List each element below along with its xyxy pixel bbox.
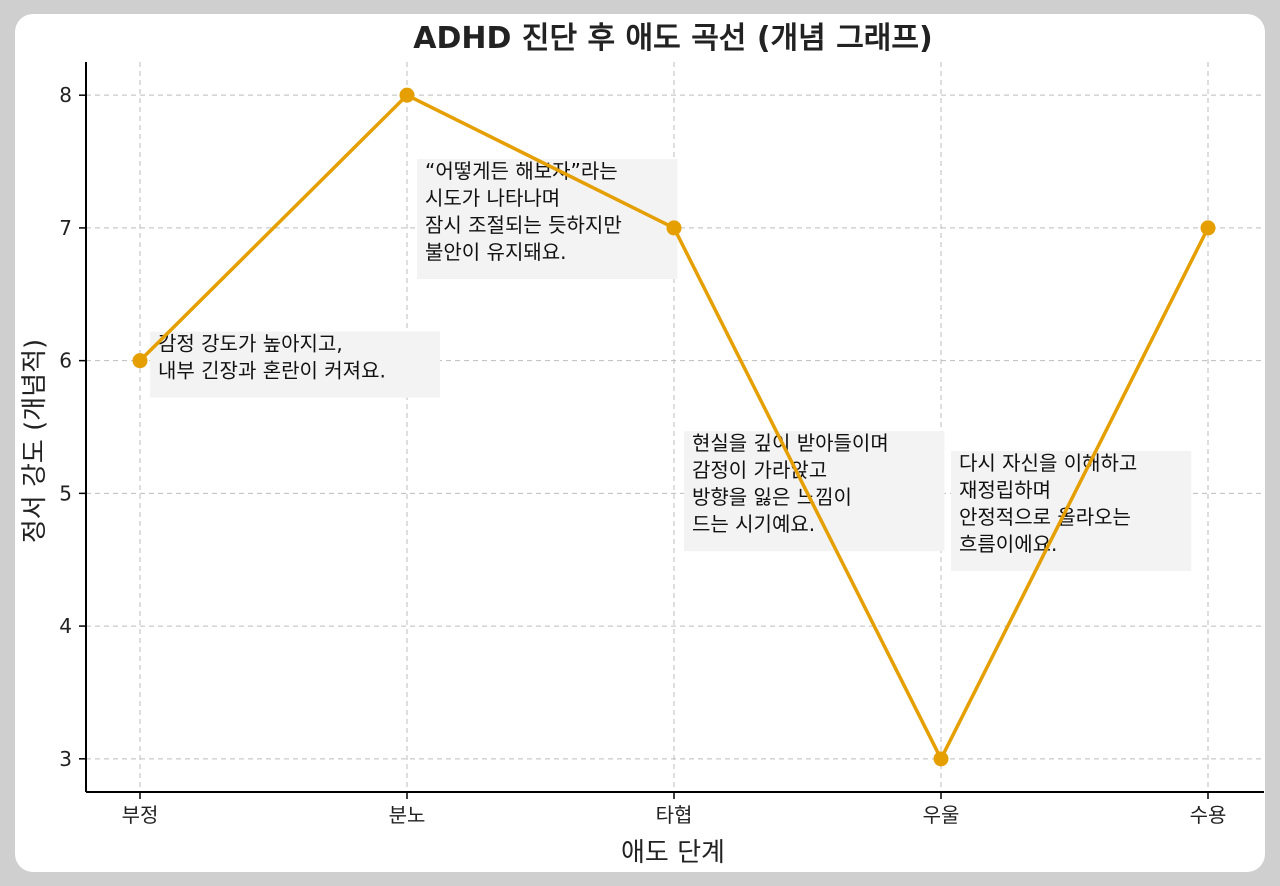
tick-labels: 부정 분노 타협 우울 수용 3 4 5 6 7 8	[59, 83, 1226, 827]
axes	[79, 62, 1264, 799]
y-tick-label: 8	[59, 83, 72, 107]
data-point	[132, 353, 148, 369]
annotation-line: “어떻게든 해보자”라는	[425, 159, 618, 183]
annotation-line: 드는 시기예요.	[692, 512, 815, 536]
annotation-line: 다시 자신을 이해하고	[959, 451, 1137, 475]
annotation-line: 방향을 잃은 느낌이	[692, 485, 852, 509]
annotation-line: 불안이 유지돼요.	[425, 240, 567, 264]
annotation-line: 감정이 가라앉고	[692, 458, 827, 482]
annotation-box	[150, 331, 440, 398]
x-tick-label: 분노	[389, 803, 426, 827]
annotation-line: 내부 긴장과 혼란이 커져요.	[158, 359, 386, 383]
y-tick-label: 5	[59, 481, 72, 505]
annotation-line: 감정 강도가 높아지고,	[158, 332, 343, 356]
chart-title: ADHD 진단 후 애도 곡선 (개념 그래프)	[413, 21, 932, 56]
annotation-line: 현실을 깊이 받아들이며	[692, 431, 889, 455]
annotation-box	[684, 431, 945, 552]
annotation-box	[417, 159, 678, 280]
x-axis-label: 애도 단계	[621, 838, 725, 868]
annotation-text: 감정 강도가 높아지고, 내부 긴장과 혼란이 커져요.	[158, 332, 386, 383]
y-axis-label: 정서 강도 (개념적)	[20, 339, 50, 543]
series-layer	[132, 87, 1216, 767]
x-tick-label: 타협	[656, 803, 693, 827]
y-tick-label: 7	[59, 216, 72, 240]
y-tick-label: 3	[59, 747, 72, 771]
annotation-box	[951, 451, 1192, 572]
data-point	[399, 87, 415, 103]
x-tick-label: 수용	[1190, 803, 1227, 827]
annotation-line: 재정립하며	[959, 478, 1051, 502]
y-tick-label: 4	[59, 614, 72, 638]
annotation-line: 시도가 나타나며	[425, 186, 560, 210]
data-point	[1200, 220, 1216, 236]
annotation-line: 흐름이에요.	[959, 532, 1057, 556]
x-tick-label: 우울	[923, 803, 960, 827]
data-point	[666, 220, 682, 236]
annotation-line: 안정적으로 올라오는	[959, 505, 1131, 529]
data-point	[933, 751, 949, 767]
annotation-line: 잠시 조절되는 듯하지만	[425, 213, 622, 237]
y-tick-label: 6	[59, 349, 72, 373]
x-tick-label: 부정	[122, 803, 159, 827]
